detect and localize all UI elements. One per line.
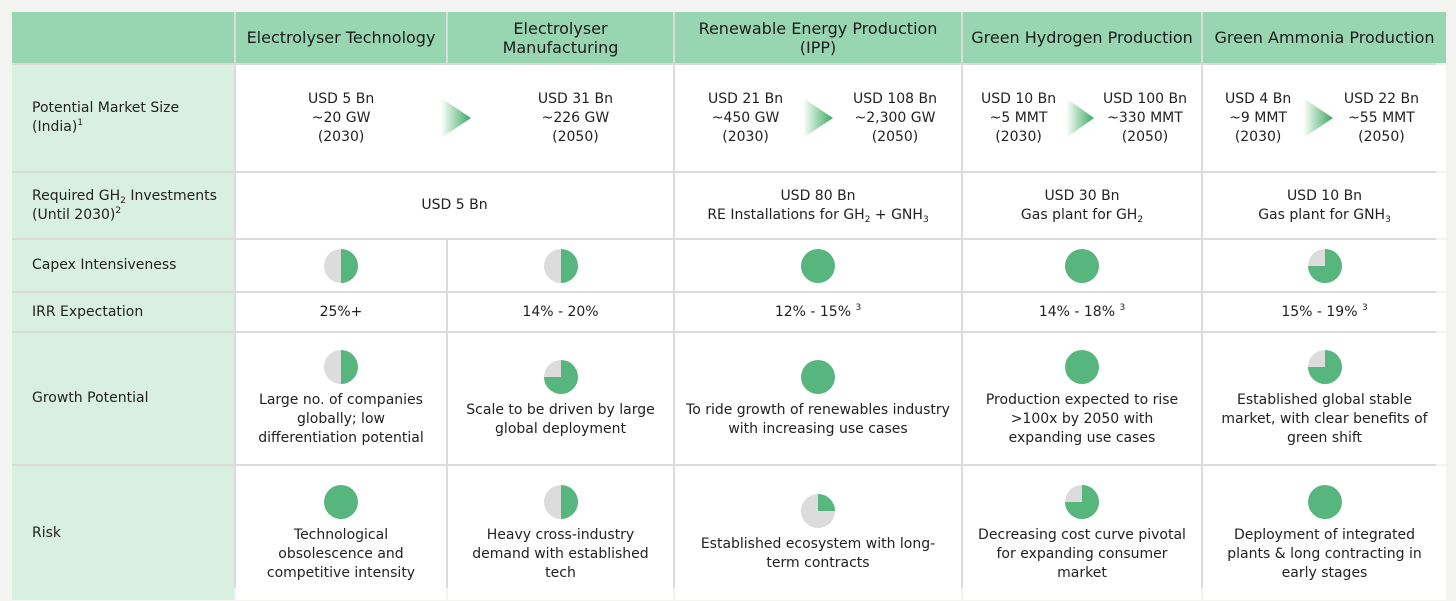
- investment-cell: USD 5 Bn: [236, 173, 673, 238]
- harvey-ball-icon: [801, 494, 835, 528]
- irr-cell: 14% - 20%: [448, 293, 673, 331]
- capex-cell: [448, 240, 673, 291]
- market-cell: USD 10 Bn ~5 MMT (2030) USD 100 Bn ~330 MMT…: [963, 65, 1201, 171]
- comparison-table: Electrolyser Technology Electrolyser Man…: [12, 12, 1446, 600]
- growth-text: To ride growth of renewables industry wi…: [686, 401, 950, 437]
- harvey-ball-icon: [543, 484, 578, 519]
- arrow-icon: [1065, 98, 1094, 138]
- risk-cell: Decreasing cost curve pivotal for expand…: [963, 466, 1201, 600]
- table-corner: [12, 12, 234, 63]
- risk-cell: Deployment of integrated plants & long c…: [1203, 466, 1446, 600]
- column-header: Green Hydrogen Production: [963, 12, 1201, 63]
- investment-cell: USD 80 Bn RE Installations for GH2 + GNH…: [675, 173, 961, 238]
- capex-cell: [1203, 240, 1446, 291]
- growth-text: Large no. of companies globally; low dif…: [258, 392, 424, 446]
- growth-cell: Established global stable market, with c…: [1203, 333, 1446, 464]
- harvey-ball-icon: [1307, 350, 1342, 384]
- capex-cell: [675, 240, 961, 291]
- arrow-icon: [441, 98, 472, 138]
- growth-text: Scale to be driven by large global deplo…: [466, 401, 655, 437]
- harvey-ball-icon: [1307, 248, 1342, 283]
- harvey-ball-icon: [543, 359, 578, 394]
- market-2050: USD 31 Bn ~226 GW (2050): [537, 90, 613, 145]
- risk-cell: Technological obsolescence and competiti…: [236, 466, 446, 600]
- harvey-ball-icon: [324, 484, 358, 519]
- risk-text: Decreasing cost curve pivotal for expand…: [978, 526, 1186, 581]
- row-label-irr: IRR Expectation: [12, 293, 234, 331]
- capex-cell: [963, 240, 1201, 291]
- column-header: Electrolyser Technology: [236, 12, 446, 63]
- market-2050: USD 108 Bn ~2,300 GW (2050): [852, 90, 937, 145]
- market-2030: USD 4 Bn ~9 MMT (2030): [1225, 90, 1292, 145]
- harvey-ball-icon: [1065, 484, 1099, 519]
- market-2050: USD 100 Bn ~330 MMT (2050): [1102, 90, 1187, 145]
- irr-cell: 15% - 19% 3: [1203, 293, 1446, 331]
- capex-cell: [236, 240, 446, 291]
- row-label-capex: Capex Intensiveness: [12, 240, 234, 291]
- arrow-icon: [1302, 98, 1333, 138]
- investment-cell: USD 30 Bn Gas plant for GH2: [963, 173, 1201, 238]
- market-cell: USD 4 Bn ~9 MMT (2030) USD 22 Bn ~55 MMT (20…: [1203, 65, 1446, 171]
- market-2030: USD 10 Bn ~5 MMT (2030): [981, 90, 1057, 145]
- row-label-growth: Growth Potential: [12, 333, 234, 464]
- growth-cell: Production expected to rise >100x by 205…: [963, 333, 1201, 464]
- harvey-ball-icon: [801, 359, 835, 394]
- risk-text: Technological obsolescence and competiti…: [266, 526, 416, 581]
- risk-cell: Heavy cross-industry demand with establi…: [448, 466, 673, 600]
- growth-cell: Scale to be driven by large global deplo…: [448, 333, 673, 464]
- column-header: Renewable Energy Production (IPP): [675, 12, 961, 63]
- risk-text: Established ecosystem with long-term con…: [700, 536, 936, 571]
- market-2030: USD 5 Bn ~20 GW (2030): [308, 90, 375, 145]
- market-2030: USD 21 Bn ~450 GW (2030): [708, 90, 784, 145]
- growth-cell: Large no. of companies globally; low dif…: [236, 333, 446, 464]
- row-label-risk: Risk: [12, 466, 234, 600]
- growth-text: Production expected to rise >100x by 205…: [985, 392, 1179, 446]
- growth-cell: To ride growth of renewables industry wi…: [675, 333, 961, 464]
- risk-text: Heavy cross-industry demand with establi…: [472, 526, 649, 581]
- harvey-ball-icon: [1065, 350, 1099, 384]
- irr-cell: 25%+: [236, 293, 446, 331]
- harvey-ball-icon: [1065, 248, 1099, 283]
- irr-cell: 12% - 15% 3: [675, 293, 961, 331]
- irr-cell: 14% - 18% 3: [963, 293, 1201, 331]
- harvey-ball-icon: [324, 350, 358, 384]
- column-header: Electrolyser Manufacturing: [448, 12, 673, 63]
- market-2050: USD 22 Bn ~55 MMT (2050): [1343, 90, 1419, 145]
- growth-text: Established global stable market, with c…: [1221, 392, 1428, 446]
- harvey-ball-icon: [1307, 484, 1342, 519]
- market-cell: USD 5 Bn ~20 GW (2030) USD 31 Bn ~226 GW (20…: [236, 65, 673, 171]
- harvey-ball-icon: [324, 248, 358, 283]
- column-header: Green Ammonia Production: [1203, 12, 1446, 63]
- risk-cell: Established ecosystem with long-term con…: [675, 466, 961, 600]
- harvey-ball-icon: [543, 248, 578, 283]
- row-label-investments: Required GH2 Investments (Until 2030)2: [12, 173, 234, 238]
- risk-text: Deployment of integrated plants & long c…: [1227, 526, 1422, 581]
- investment-cell: USD 10 Bn Gas plant for GNH3: [1203, 173, 1446, 238]
- market-cell: USD 21 Bn ~450 GW (2030) USD 108 Bn ~2,300 …: [675, 65, 961, 171]
- harvey-ball-icon: [801, 248, 835, 283]
- arrow-icon: [803, 98, 834, 138]
- row-label-market-size: Potential Market Size (India)1: [12, 65, 234, 171]
